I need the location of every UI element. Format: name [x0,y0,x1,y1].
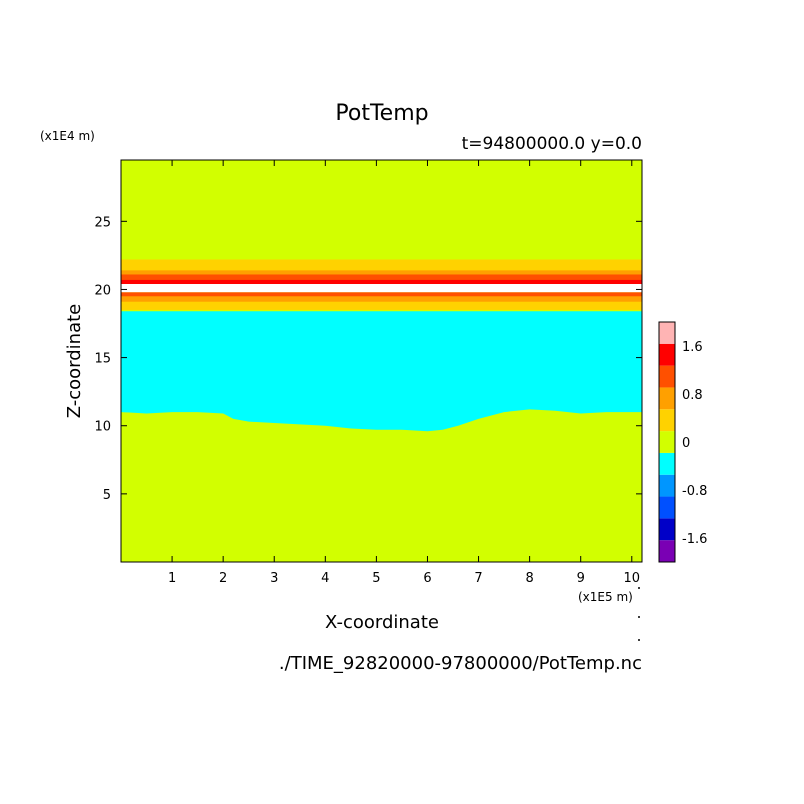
colorbar-swatch [659,387,675,410]
colorbar-swatch [659,343,675,366]
x-tick-label: 3 [270,571,278,586]
field-band-8 [121,269,642,275]
y-unit-label: (x1E4 m) [40,129,95,143]
y-tick-label: 15 [94,352,111,367]
x-axis-label: X-coordinate [325,612,439,633]
field-band-6 [121,278,642,285]
chart-subtitle: t=94800000.0 y=0.0 [462,134,642,154]
y-tick-label: 10 [94,420,111,435]
x-tick-label: 4 [321,571,329,586]
y-tick-label: 25 [94,215,111,230]
colorbar-swatch [659,474,675,497]
colorbar-swatch [659,431,675,453]
x-unit-label: (x1E5 m) [578,590,633,604]
colorbar-tick-label: -1.6 [682,532,707,547]
x-tick-label: 10 [624,571,641,586]
colorbar-swatch [659,365,675,388]
colorbar-swatch [659,452,675,475]
y-tick-label: 20 [94,283,111,298]
field-band-2 [121,300,642,310]
x-tick-label: 7 [474,571,482,586]
field-band-5 [121,282,642,293]
y-axis-ticks: 5 10 15 20 25 [94,215,642,503]
colorbar-swatch [659,540,675,562]
contour-field [121,160,642,562]
x-tick-label: 6 [423,571,431,586]
plot-frame [120,159,643,563]
colorbar-frame [658,321,676,563]
colorbar-swatch [659,518,675,541]
colorbar-tick-label: 0.8 [682,388,703,403]
field-cold-pool [121,311,642,432]
field-band-7 [121,273,642,280]
colorbar-tick-label: 0 [682,436,690,451]
y-tick-label: 5 [103,488,111,503]
colorbar-tick-label: 1.6 [682,340,703,355]
chart-title: PotTemp [335,101,428,126]
x-tick-label: 2 [219,571,227,586]
y-axis-label: Z-coordinate [64,304,85,419]
x-axis-ticks: 1 2 3 4 5 6 7 8 9 10 [168,160,640,586]
colorbar: 1.6 0.8 0 -0.8 -1.6 [658,321,707,563]
source-file-label: ./TIME_92820000-97800000/PotTemp.nc [279,653,642,674]
x-tick-label: 5 [372,571,380,586]
colorbar-swatch [659,322,675,344]
corner-dots [638,587,640,641]
field-band-4 [121,292,642,297]
field-band-3 [121,294,642,302]
field-band-9 [121,259,642,271]
x-tick-label: 1 [168,571,176,586]
x-tick-label: 9 [577,571,585,586]
x-tick-label: 8 [525,571,533,586]
colorbar-swatch [659,496,675,519]
colorbar-tick-label: -0.8 [682,484,707,499]
colorbar-swatch [659,409,675,432]
